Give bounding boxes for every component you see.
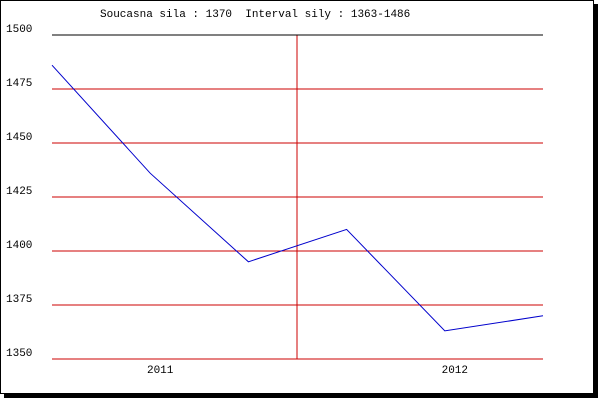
y-tick-label: 1400: [6, 240, 32, 252]
y-tick-label: 1350: [6, 348, 32, 360]
chart-title: Soucasna sila : 1370 Interval sily : 136…: [100, 9, 410, 21]
y-tick-label: 1500: [6, 24, 32, 36]
x-tick-label: 2012: [442, 365, 468, 377]
data-line: [51, 64, 544, 332]
y-tick-label: 1450: [6, 132, 32, 144]
y-tick-label: 1425: [6, 186, 32, 198]
y-tick-label: 1475: [6, 78, 32, 90]
x-tick-label: 2011: [147, 365, 174, 377]
y-tick-label: 1375: [6, 294, 32, 306]
